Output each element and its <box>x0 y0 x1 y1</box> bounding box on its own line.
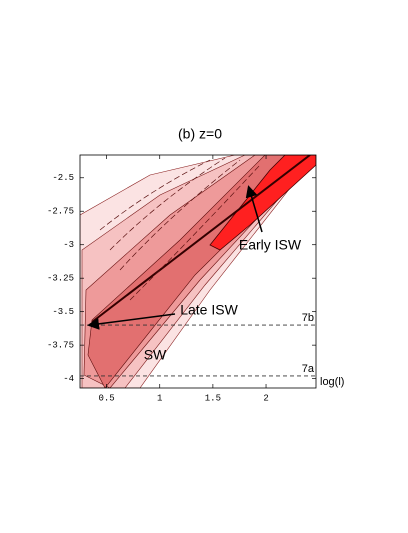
y-tick-label: -2.5 <box>52 173 74 183</box>
annotation: Early ISW <box>239 237 302 253</box>
reference-label: 7a <box>302 363 315 375</box>
chart-title: (b) z=0 <box>178 126 222 142</box>
y-tick-label: -2.75 <box>47 207 74 217</box>
y-tick-label: -3.75 <box>47 341 74 351</box>
y-tick-label: -3 <box>63 240 74 250</box>
annotation-arrow <box>87 313 176 330</box>
contour-region <box>87 155 316 388</box>
x-tick-label: 1.5 <box>205 393 221 403</box>
x-tick-label: 2 <box>263 393 268 403</box>
x-tick-label: 0.5 <box>98 393 114 403</box>
x-axis-label: log(l) <box>320 376 344 388</box>
y-tick-label: -4 <box>63 374 74 384</box>
annotation: Late ISW <box>180 302 238 318</box>
y-tick-label: -3.5 <box>52 307 74 317</box>
reference-label: 7b <box>302 312 314 324</box>
contour-ridge <box>91 155 311 323</box>
annotation: SW <box>144 347 167 363</box>
contour-region <box>209 155 316 251</box>
annotation-arrow <box>245 185 263 233</box>
y-tick-label: -3.25 <box>47 274 74 284</box>
plot-frame <box>79 154 317 389</box>
x-tick-label: 1 <box>157 393 162 403</box>
contour-line <box>99 157 261 301</box>
